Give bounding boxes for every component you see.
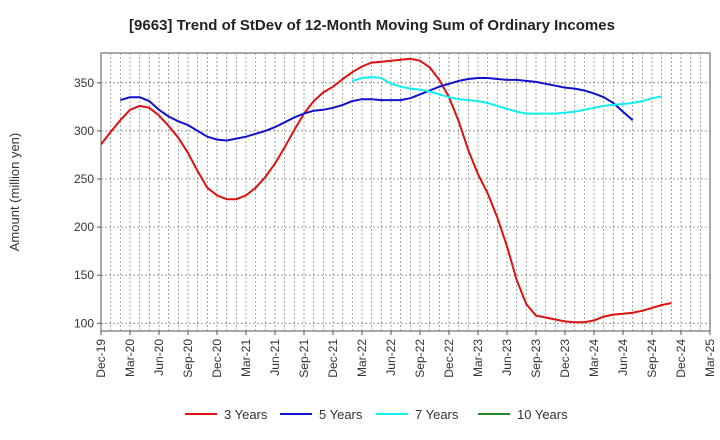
x-tick-label: Dec-23	[558, 339, 572, 378]
x-tick-label: Sep-21	[297, 339, 311, 378]
y-axis-label: Amount (million yen)	[7, 133, 22, 252]
y-tick-label: 200	[74, 220, 94, 234]
x-tick-label: Dec-22	[442, 339, 456, 378]
x-tick-label: Dec-20	[210, 339, 224, 378]
x-tick-label: Mar-22	[355, 339, 369, 377]
x-tick-label: Mar-25	[703, 339, 717, 377]
legend-label-1: 5 Years	[319, 407, 363, 422]
legend-label-0: 3 Years	[224, 407, 268, 422]
x-tick-label: Jun-21	[268, 339, 282, 376]
chart-title: [9663] Trend of StDev of 12-Month Moving…	[129, 17, 615, 34]
x-tick-label: Mar-24	[587, 339, 601, 377]
x-tick-label: Dec-21	[326, 339, 340, 378]
x-tick-label: Jun-20	[152, 339, 166, 376]
series-line-1	[120, 77, 634, 142]
series-lines	[100, 57, 672, 324]
series-line-2	[352, 76, 662, 115]
series-line-0	[100, 57, 672, 324]
x-tick-label: Mar-23	[471, 339, 485, 377]
x-axis: Dec-19 Mar-20 Jun-20 Sep-20 Dec-20 Mar-21 Jun-…	[94, 331, 717, 378]
x-tick-label: Mar-20	[123, 339, 137, 377]
x-tick-label: Dec-19	[94, 339, 108, 378]
y-tick-label: 150	[74, 268, 94, 282]
y-tick-label: 300	[74, 124, 94, 138]
x-tick-label: Sep-24	[645, 339, 659, 378]
y-tick-label: 350	[74, 76, 94, 90]
legend-label-2: 7 Years	[415, 407, 459, 422]
y-tick-label: 100	[74, 316, 94, 330]
x-tick-label: Jun-23	[500, 339, 514, 376]
x-tick-label: Dec-24	[674, 339, 688, 378]
x-tick-label: Jun-22	[384, 339, 398, 376]
y-tick-label: 250	[74, 172, 94, 186]
legend: 3 Years 5 Years 7 Years 10 Years	[185, 407, 568, 422]
x-tick-label: Sep-23	[529, 339, 543, 378]
x-tick-label: Jun-24	[616, 339, 630, 376]
y-axis: 100 150 200 250 300 350	[74, 76, 101, 330]
plot-area	[100, 52, 711, 332]
x-tick-label: Sep-20	[181, 339, 195, 378]
x-tick-label: Sep-22	[413, 339, 427, 378]
legend-label-3: 10 Years	[517, 407, 568, 422]
x-tick-label: Mar-21	[239, 339, 253, 377]
